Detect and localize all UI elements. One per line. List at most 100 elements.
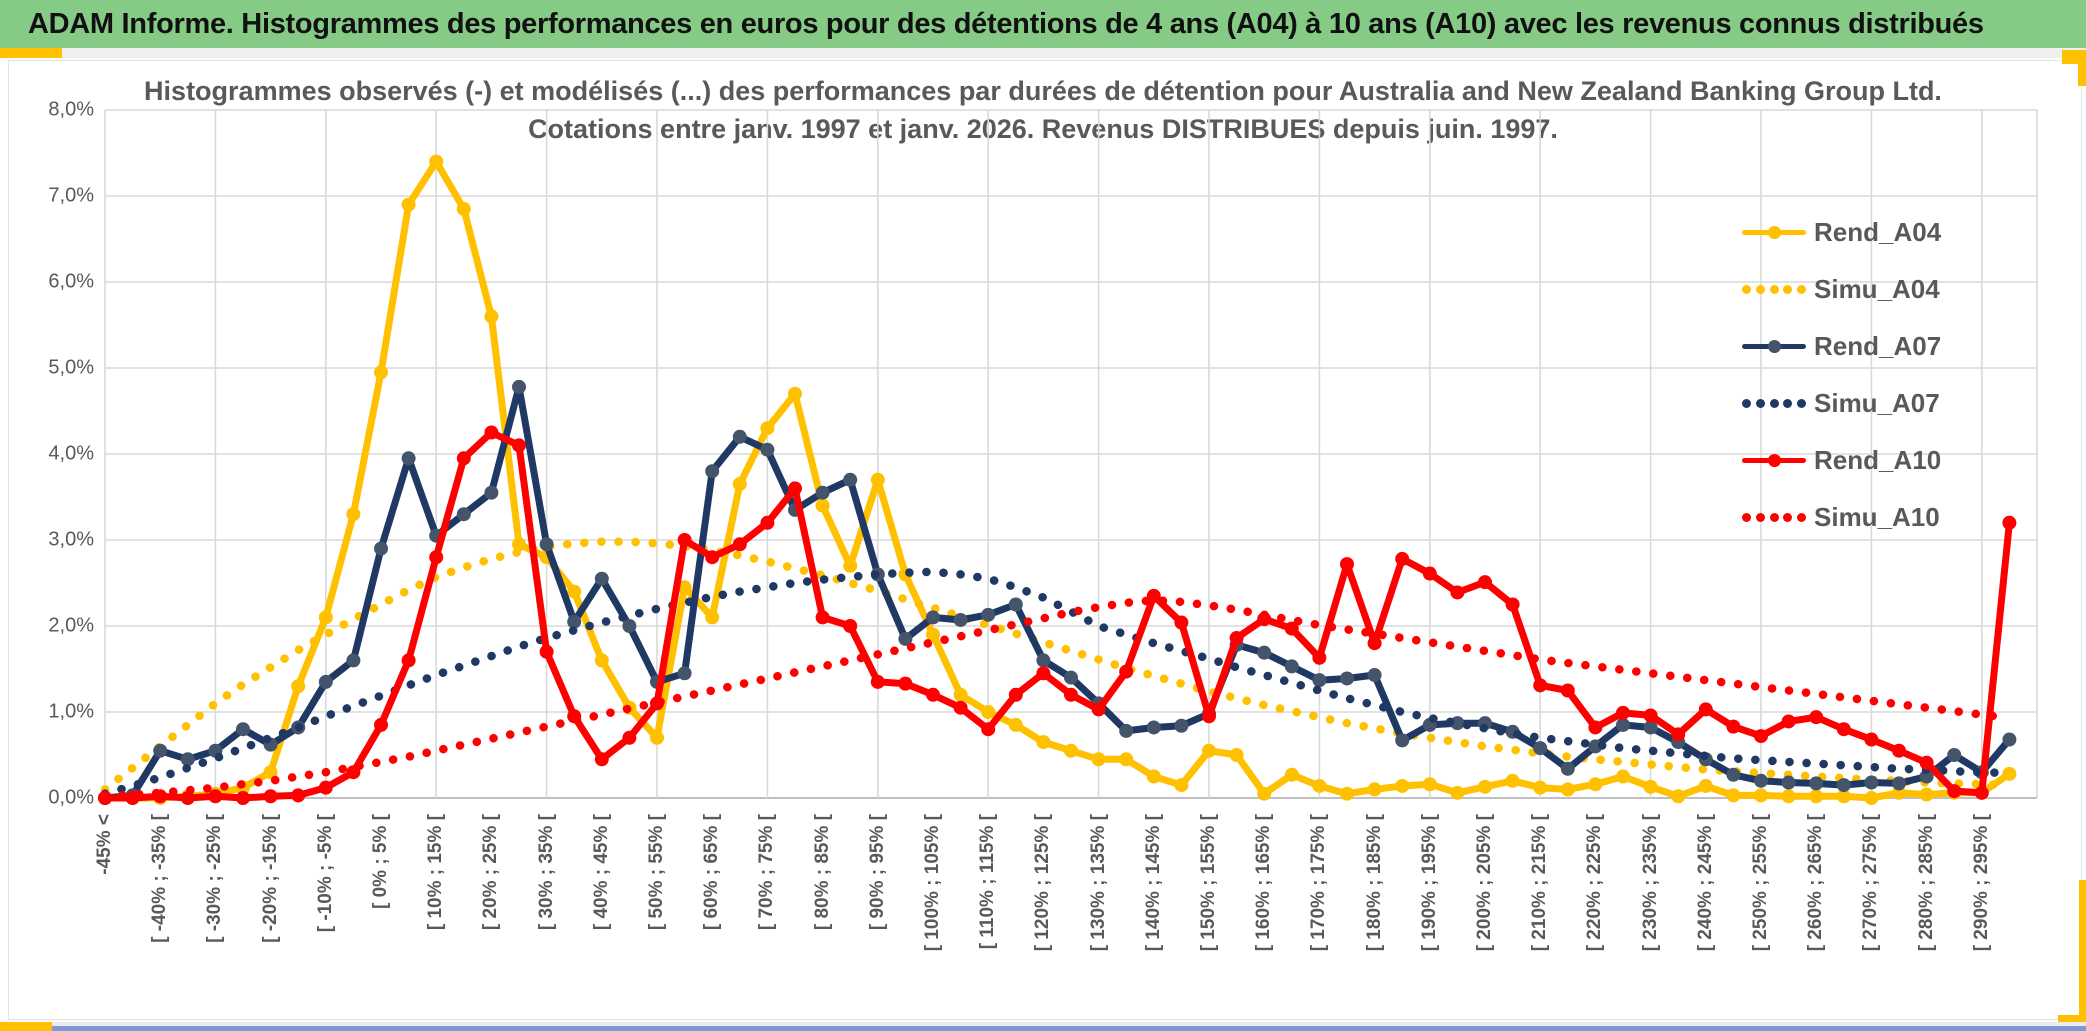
marker-rend_a07-49 bbox=[1450, 716, 1465, 731]
gold-corner-top-right-v bbox=[2078, 50, 2086, 86]
marker-rend_a04-8 bbox=[318, 610, 333, 625]
marker-rend_a10-11 bbox=[401, 653, 416, 668]
marker-rend_a04-37 bbox=[1119, 752, 1134, 767]
marker-rend_a07-24 bbox=[760, 442, 775, 457]
marker-rend_a04-57 bbox=[1671, 789, 1686, 804]
marker-rend_a07-53 bbox=[1560, 761, 1575, 776]
marker-rend_a10-62 bbox=[1809, 710, 1824, 725]
marker-rend_a04-33 bbox=[1008, 717, 1023, 732]
marker-rend_a10-36 bbox=[1091, 702, 1106, 717]
x-tick-56: [ 230% ; 235% [ bbox=[1639, 814, 1661, 952]
marker-rend_a07-60 bbox=[1754, 773, 1768, 788]
marker-rend_a07-14 bbox=[484, 485, 499, 500]
x-tick-34: [ 120% ; 125% [ bbox=[1032, 814, 1054, 952]
marker-rend_a07-46 bbox=[1367, 668, 1382, 683]
legend-label-rend_a07: Rend_A07 bbox=[1814, 330, 1942, 361]
marker-rend_a10-57 bbox=[1671, 727, 1686, 742]
y-tick-0,0%: 0,0% bbox=[48, 786, 94, 809]
marker-rend_a07-37 bbox=[1119, 723, 1134, 738]
x-tick-30: [ 100% ; 105% [ bbox=[922, 814, 943, 952]
marker-rend_a04-26 bbox=[815, 498, 830, 513]
marker-rend_a07-3 bbox=[180, 752, 195, 767]
marker-rend_a10-33 bbox=[1008, 687, 1023, 702]
marker-rend_a04-11 bbox=[401, 197, 416, 212]
marker-rend_a04-34 bbox=[1036, 735, 1051, 750]
marker-rend_a10-8 bbox=[318, 780, 333, 795]
marker-rend_a10-34 bbox=[1036, 666, 1051, 681]
x-tick-8: [ -10% ; -5% [ bbox=[314, 814, 336, 933]
marker-rend_a10-7 bbox=[291, 788, 306, 803]
legend-label-simu_a07: Simu_A07 bbox=[1814, 387, 1940, 418]
marker-rend_a07-9 bbox=[346, 653, 361, 668]
legend-item-rend_a10: Rend_A10 bbox=[1742, 440, 1941, 480]
marker-rend_a07-65 bbox=[1892, 776, 1906, 791]
marker-rend_a07-2 bbox=[153, 743, 168, 758]
series-rend_a10 bbox=[101, 429, 2013, 802]
marker-rend_a10-66 bbox=[1919, 755, 1934, 770]
marker-rend_a04-40 bbox=[1202, 743, 1216, 758]
marker-rend_a07-11 bbox=[401, 451, 416, 466]
marker-rend_a07-56 bbox=[1643, 720, 1658, 735]
x-tick-44: [ 170% ; 175% [ bbox=[1308, 814, 1330, 952]
marker-rend_a10-61 bbox=[1781, 714, 1796, 729]
legend-line-icon bbox=[1742, 452, 1806, 468]
marker-rend_a04-39 bbox=[1174, 778, 1189, 793]
marker-rend_a04-51 bbox=[1505, 773, 1520, 788]
marker-rend_a07-18 bbox=[594, 571, 609, 586]
y-tick-1,0%: 1,0% bbox=[48, 700, 94, 723]
marker-rend_a10-37 bbox=[1119, 664, 1134, 679]
legend-label-simu_a10: Simu_A10 bbox=[1814, 501, 1940, 532]
bottom-gray-strip bbox=[0, 1022, 2086, 1027]
marker-rend_a10-16 bbox=[539, 644, 554, 659]
y-tick-4,0%: 4,0% bbox=[48, 442, 94, 465]
marker-rend_a04-50 bbox=[1478, 779, 1492, 794]
x-tick-14: [ 20% ; 25% [ bbox=[480, 814, 502, 931]
marker-rend_a10-53 bbox=[1560, 683, 1575, 698]
marker-rend_a07-13 bbox=[456, 507, 471, 522]
x-tick-64: [ 270% ; 275% [ bbox=[1860, 814, 1882, 952]
marker-rend_a04-14 bbox=[484, 309, 499, 324]
marker-rend_a10-45 bbox=[1340, 557, 1354, 572]
marker-rend_a07-38 bbox=[1146, 720, 1161, 735]
marker-rend_a10-54 bbox=[1588, 720, 1603, 735]
marker-rend_a04-21 bbox=[677, 580, 692, 595]
chart-title-line2: Cotations entre janv. 1997 et janv. 2026… bbox=[528, 114, 1558, 144]
marker-rend_a07-26 bbox=[815, 485, 830, 500]
legend-line-icon bbox=[1742, 224, 1806, 240]
marker-rend_a07-35 bbox=[1064, 670, 1078, 685]
marker-rend_a10-4 bbox=[208, 789, 223, 804]
marker-rend_a10-68 bbox=[1974, 785, 1989, 800]
legend-dots-icon bbox=[1742, 509, 1806, 525]
series-simu_a07 bbox=[100, 567, 2014, 798]
marker-rend_a07-52 bbox=[1533, 741, 1548, 756]
marker-rend_a10-48 bbox=[1422, 566, 1437, 581]
legend-dots-icon bbox=[1742, 281, 1806, 297]
x-tick-58: [ 240% ; 245% [ bbox=[1694, 814, 1716, 952]
x-tick-50: [ 200% ; 205% [ bbox=[1474, 814, 1495, 952]
marker-rend_a04-24 bbox=[760, 421, 775, 436]
series-rend_a07 bbox=[101, 383, 2013, 802]
series-rend_a04 bbox=[101, 158, 2013, 802]
marker-rend_a10-30 bbox=[926, 687, 940, 702]
marker-rend_a07-39 bbox=[1174, 718, 1189, 733]
gold-corner-bottom-right-v bbox=[2079, 880, 2086, 1031]
marker-rend_a04-49 bbox=[1450, 785, 1465, 800]
marker-rend_a04-52 bbox=[1533, 780, 1548, 795]
marker-rend_a10-22 bbox=[705, 550, 720, 565]
marker-rend_a10-12 bbox=[429, 550, 444, 565]
marker-rend_a07-44 bbox=[1312, 673, 1327, 688]
marker-rend_a07-17 bbox=[567, 614, 582, 629]
marker-rend_a04-43 bbox=[1284, 767, 1299, 782]
legend-label-rend_a04: Rend_A04 bbox=[1814, 216, 1942, 247]
marker-rend_a07-23 bbox=[732, 429, 747, 444]
marker-rend_a10-56 bbox=[1643, 708, 1658, 723]
marker-rend_a04-6 bbox=[263, 765, 278, 780]
x-tick-66: [ 280% ; 285% [ bbox=[1915, 814, 1937, 952]
marker-rend_a10-69 bbox=[2002, 515, 2017, 530]
marker-rend_a04-64 bbox=[1864, 791, 1879, 805]
marker-rend_a04-69 bbox=[2002, 766, 2017, 781]
marker-rend_a10-52 bbox=[1533, 678, 1548, 693]
marker-rend_a04-45 bbox=[1340, 786, 1354, 801]
x-tick-42: [ 160% ; 165% [ bbox=[1253, 814, 1275, 952]
